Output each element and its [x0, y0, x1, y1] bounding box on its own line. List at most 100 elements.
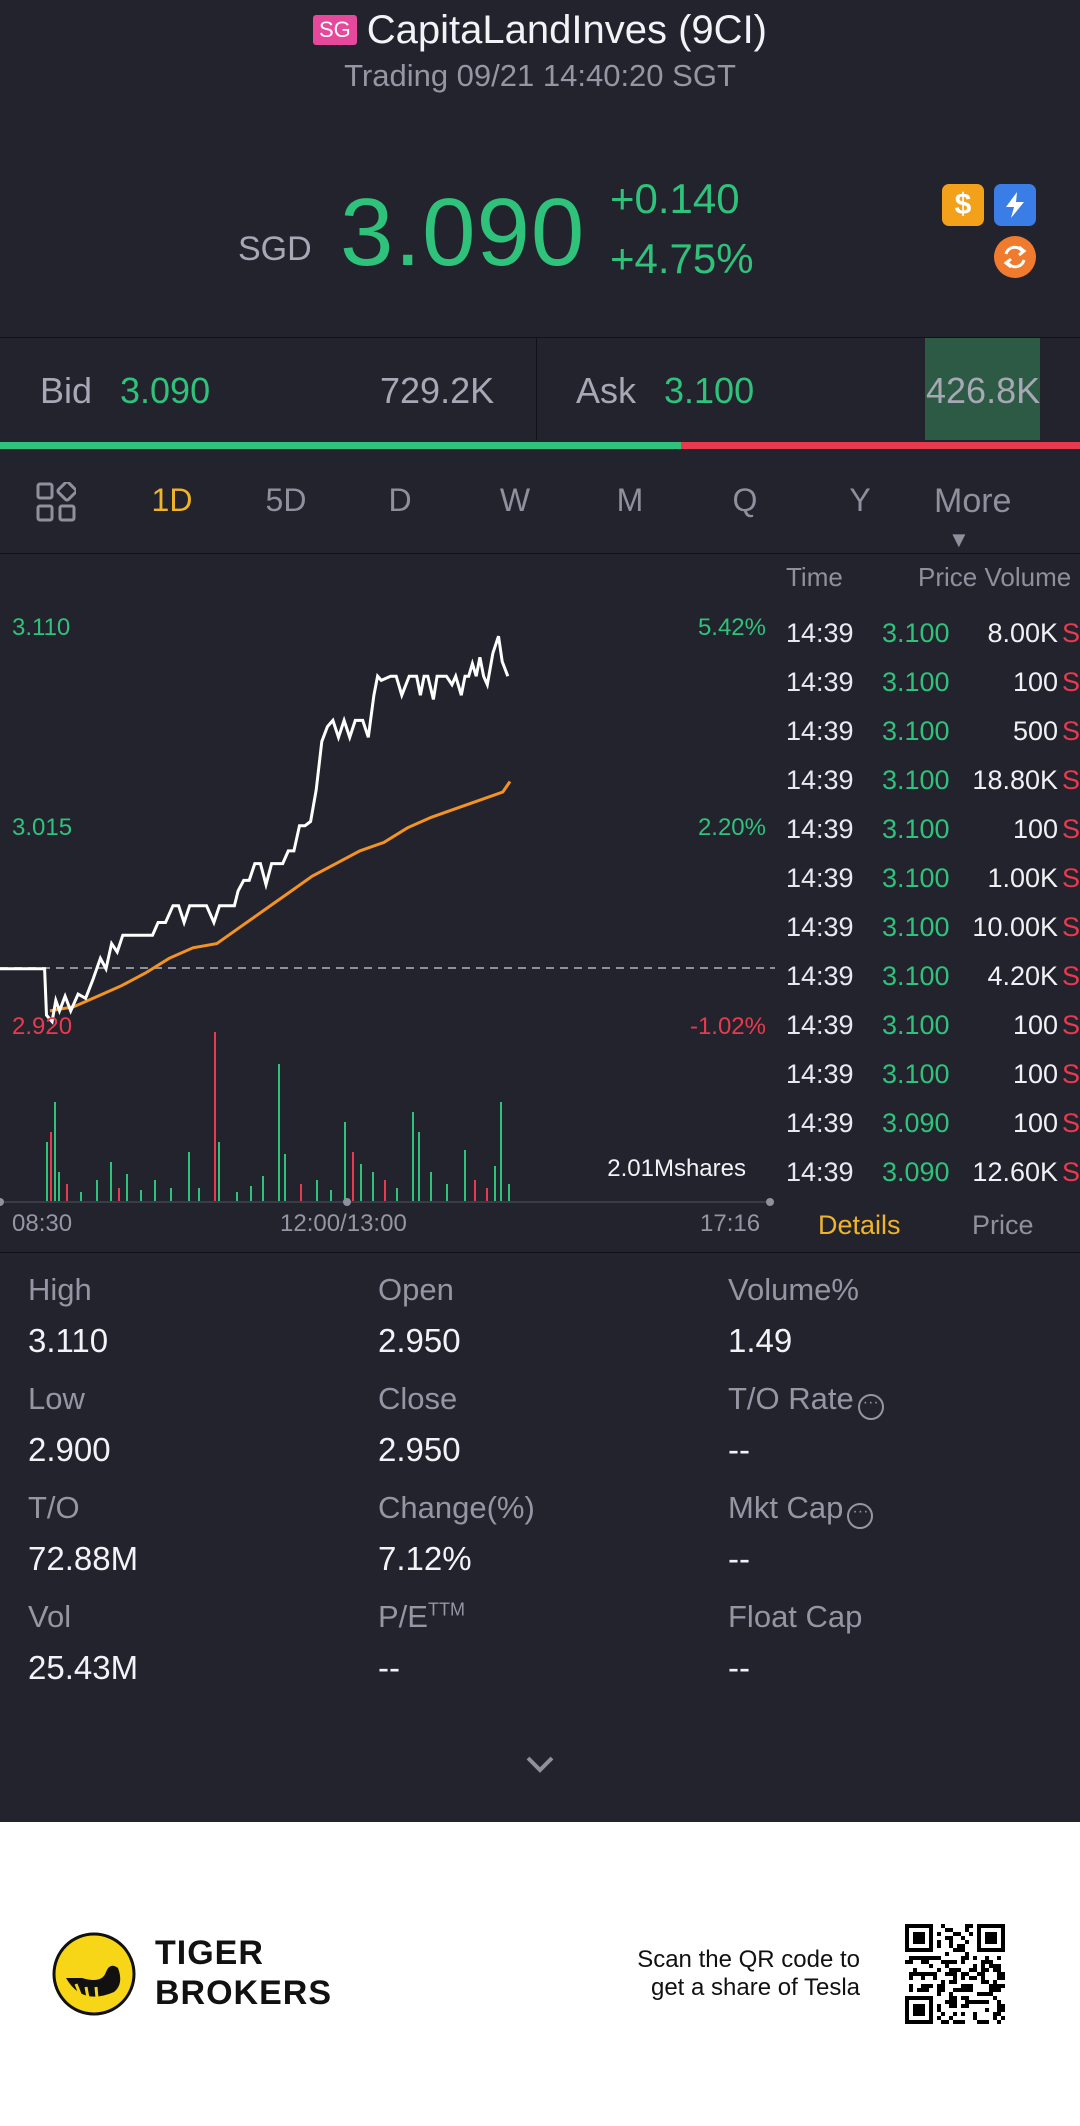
stat-label-text: Low: [28, 1381, 85, 1416]
stat-label-text: Vol: [28, 1599, 72, 1634]
volume-bar: [344, 1122, 346, 1202]
ask-volume: 426.8K: [926, 370, 1041, 411]
stat-value: --: [728, 1540, 750, 1577]
trade-price: 3.100: [882, 1059, 950, 1089]
trade-time: 14:39: [786, 863, 854, 893]
price-line: [0, 635, 510, 1025]
stat-label-text: T/O: [28, 1490, 80, 1525]
y-label-high: 3.110: [12, 614, 70, 641]
volume-bar: [396, 1188, 398, 1202]
trade-volume: 100: [1012, 1108, 1058, 1138]
volume-bar: [262, 1176, 264, 1202]
tiger-logo-icon: [52, 1932, 136, 2016]
tab-details[interactable]: Details: [818, 1210, 901, 1240]
volume-bar: [118, 1188, 120, 1202]
y-label-low: 2.920: [12, 1013, 72, 1040]
stat-value: --: [378, 1649, 400, 1686]
volume-bar: [474, 1180, 476, 1202]
volume-bar: [46, 1142, 48, 1202]
tab-quarter[interactable]: Q: [732, 482, 758, 518]
trading-status: Trading 09/21 14:40:20 SGT: [344, 58, 736, 93]
qr-code-icon[interactable]: [905, 1924, 1005, 2024]
trade-price: 3.100: [882, 961, 950, 991]
swap-icon[interactable]: [994, 236, 1036, 278]
trade-time: 14:39: [786, 618, 854, 648]
stat-label: T/O: [28, 1490, 80, 1526]
stat-value: 2.950: [378, 1431, 461, 1468]
bid-ask-divider: [536, 338, 537, 440]
trade-volume: 100: [1012, 667, 1058, 697]
tab-month[interactable]: M: [616, 482, 644, 518]
volume-bar: [80, 1192, 82, 1202]
volume-bar: [464, 1150, 466, 1202]
lightning-icon[interactable]: [994, 184, 1036, 226]
trade-time: 14:39: [786, 961, 854, 991]
volume-bar: [384, 1180, 386, 1202]
brand-name-line2: BROKERS: [155, 1974, 333, 2012]
stat-label[interactable]: T/O Rate ···: [728, 1381, 884, 1420]
stat-value: 1.49: [728, 1322, 793, 1359]
trade-volume: 100: [1012, 1059, 1058, 1089]
tab-year[interactable]: Y: [849, 482, 871, 518]
volume-bar: [236, 1192, 238, 1202]
x-label-close: 17:16: [700, 1210, 761, 1237]
y-label-right-mid: 2.20%: [698, 814, 766, 841]
intraday-chart[interactable]: 3.110 3.015 2.920 5.42% 2.20% -1.02% 2.0…: [0, 556, 780, 1216]
info-icon[interactable]: ···: [847, 1503, 874, 1529]
divider: [0, 1252, 1080, 1253]
tab-more[interactable]: More ▼: [934, 482, 1054, 560]
stat-label: Volume%: [728, 1272, 859, 1308]
volume-bar: [430, 1172, 432, 1202]
volume-bar: [284, 1154, 286, 1202]
trade-time: 14:39: [786, 716, 854, 746]
trade-row: 14:39 3.100 4.20K S: [786, 961, 1080, 1010]
trade-side: S: [1061, 863, 1080, 893]
info-icon[interactable]: ···: [857, 1394, 884, 1420]
trade-time: 14:39: [786, 1010, 854, 1040]
tab-price[interactable]: Price: [972, 1210, 1034, 1240]
x-axis-dot-start: [0, 1198, 4, 1206]
tab-day[interactable]: D: [388, 482, 412, 518]
y-label-right-low: -1.02%: [690, 1013, 766, 1040]
stat-value: --: [728, 1431, 750, 1468]
trade-volume: 10.00K: [972, 912, 1058, 942]
tab-1d[interactable]: 1D: [151, 482, 193, 518]
trade-row: 14:39 3.100 100 S: [786, 814, 1080, 863]
dollar-icon[interactable]: $: [942, 184, 984, 226]
trade-price: 3.100: [882, 667, 950, 697]
trade-row: 14:39 3.090 12.60K S: [786, 1157, 1080, 1206]
ask-price: 3.100: [664, 370, 755, 411]
volume-bar: [352, 1152, 354, 1202]
trade-price: 3.100: [882, 863, 950, 893]
x-label-lunch: 12:00/13:00: [280, 1210, 407, 1237]
layout-grid-icon[interactable]: [36, 480, 78, 522]
stat-label: Close: [378, 1381, 457, 1417]
stat-value: --: [728, 1649, 750, 1686]
divider: [0, 553, 1080, 554]
trade-price: 3.100: [882, 1010, 950, 1040]
stat-value: 25.43M: [28, 1649, 139, 1686]
trade-side: S: [1061, 1157, 1080, 1187]
trade-volume: 4.20K: [987, 961, 1058, 991]
ask-ratio-bar: [681, 442, 1080, 449]
stat-label: Float Cap: [728, 1599, 862, 1635]
x-axis-dot-end: [766, 1198, 774, 1206]
promo-footer: [0, 1822, 1080, 2126]
tab-week[interactable]: W: [499, 482, 531, 518]
trade-volume: 18.80K: [972, 765, 1058, 795]
volume-bar: [96, 1180, 98, 1202]
caret-down-icon: ▼: [948, 527, 970, 552]
currency-label: SGD: [238, 230, 312, 268]
chevron-down-icon[interactable]: [520, 1750, 560, 1780]
trade-price: 3.100: [882, 814, 950, 844]
tab-5d[interactable]: 5D: [265, 482, 307, 518]
volume-bar: [170, 1188, 172, 1202]
bid-volume: 729.2K: [380, 370, 495, 411]
trade-row: 14:39 3.100 100 S: [786, 667, 1080, 716]
stat-label-text: High: [28, 1272, 92, 1307]
volume-bar: [214, 1032, 216, 1202]
volume-bar: [486, 1188, 488, 1202]
stat-label-text: Close: [378, 1381, 458, 1416]
trade-price: 3.100: [882, 716, 950, 746]
stat-label[interactable]: Mkt Cap ···: [728, 1490, 874, 1529]
